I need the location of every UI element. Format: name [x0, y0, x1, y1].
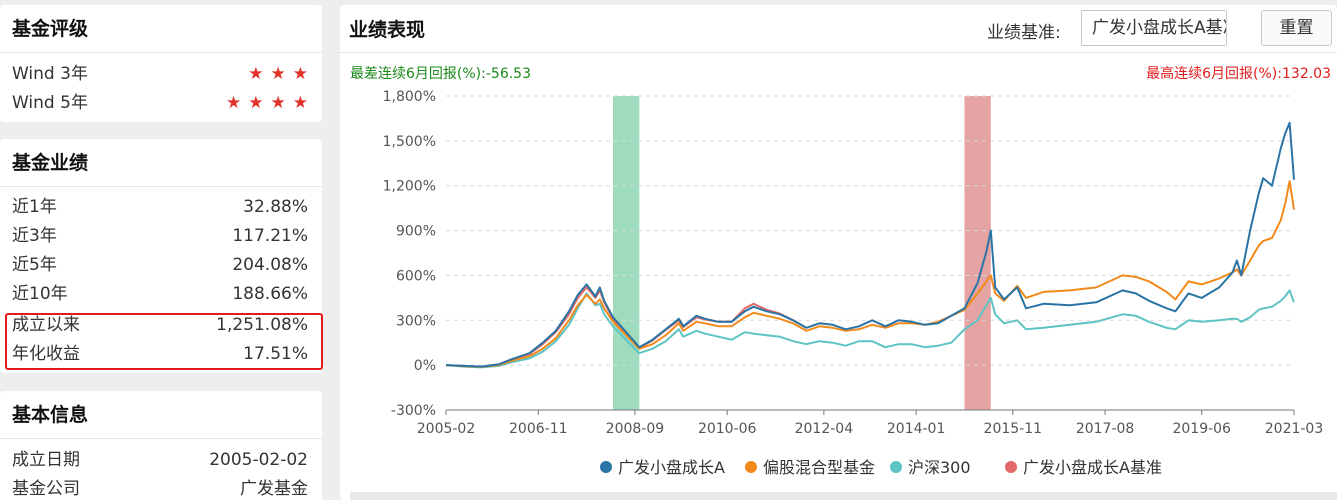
- x-tick-label: 2006-11: [509, 421, 567, 437]
- y-tick-label: 1,500%: [383, 134, 436, 150]
- x-tick-label: 2021-03: [1265, 421, 1324, 437]
- worst-6m-value: -56.53: [485, 66, 531, 82]
- performance-label: 成立以来: [12, 315, 80, 335]
- chart-panel-title: 业绩表现: [349, 19, 426, 41]
- benchmark-select[interactable]: 广发小盘成长A基准: [1081, 10, 1227, 46]
- rating-label: Wind 5年: [12, 93, 88, 113]
- highlight-box: [5, 313, 323, 370]
- header-divider: [340, 52, 1337, 53]
- y-tick-label: -300%: [391, 403, 436, 419]
- legend-marker: [1005, 461, 1017, 473]
- x-tick-label: 2012-04: [795, 421, 854, 437]
- y-tick-label: 0%: [414, 358, 436, 374]
- x-tick-label: 2017-08: [1076, 421, 1135, 437]
- performance-row: 近3年 117.21%: [12, 222, 308, 251]
- performance-row: 年化收益 17.51%: [12, 340, 308, 369]
- x-tick-label: 2008-09: [606, 421, 665, 437]
- y-tick-label: 1,200%: [383, 179, 436, 195]
- best-6m-label: 最高连续6月回报(%):: [1146, 66, 1282, 82]
- performance-chart-card: 业绩表现 业绩基准: 广发小盘成长A基准 重置 最差连续6月回报(%):-56.…: [340, 5, 1337, 500]
- best-6m-return: 最高连续6月回报(%):132.03: [1146, 63, 1331, 83]
- worst-6m-return: 最差连续6月回报(%):-56.53: [350, 63, 531, 83]
- performance-value: 117.21%: [232, 226, 308, 246]
- benchmark-label: 业绩基准:: [987, 23, 1061, 43]
- performance-value: 1,251.08%: [216, 315, 308, 335]
- series-line-hs300: [445, 289, 1295, 369]
- basic-info-title: 基本信息: [0, 391, 322, 439]
- chart-scrollbar[interactable]: [350, 492, 1337, 500]
- star-rating-icons: ★★★★: [226, 93, 315, 113]
- performance-label: 近1年: [12, 197, 57, 217]
- performance-value: 32.88%: [243, 197, 308, 217]
- performance-row: 近5年 204.08%: [12, 251, 308, 280]
- star-rating-icons: ★★★: [248, 64, 315, 84]
- performance-row: 近10年 188.66%: [12, 280, 308, 309]
- performance-row: 成立以来 1,251.08%: [12, 311, 308, 340]
- x-tick-label: 2019-06: [1172, 421, 1231, 437]
- rating-row-wind-3y: Wind 3年 ★★★: [12, 60, 308, 89]
- x-tick-label: 2010-06: [698, 421, 757, 437]
- performance-value: 188.66%: [232, 284, 308, 304]
- basic-info-label: 成立日期: [12, 450, 80, 470]
- legend-label: 偏股混合型基金: [763, 458, 875, 477]
- performance-value: 17.51%: [243, 344, 308, 364]
- basic-info-row: 成立日期 2005-02-02: [12, 446, 308, 475]
- y-tick-label: 900%: [396, 224, 436, 240]
- legend-label: 广发小盘成长A基准: [1023, 458, 1162, 477]
- y-tick-label: 1,800%: [383, 89, 436, 105]
- basic-info-value: 2005-02-02: [209, 450, 308, 470]
- fund-rating-card: 基金评级 Wind 3年 ★★★ Wind 5年 ★★★★: [0, 5, 322, 122]
- performance-line-chart[interactable]: -300% 0% 300% 600% 900% 1,200% 1,500% 1,800% 200…: [340, 5, 1337, 500]
- y-tick-label: 300%: [396, 313, 436, 329]
- performance-value: 204.08%: [232, 255, 308, 275]
- legend-marker: [745, 461, 757, 473]
- legend-marker: [890, 461, 902, 473]
- worst-6m-band: [612, 96, 640, 410]
- performance-label: 年化收益: [12, 344, 80, 364]
- series-line-fund: [445, 121, 1295, 368]
- performance-label: 近10年: [12, 284, 68, 304]
- reset-button[interactable]: 重置: [1261, 10, 1332, 46]
- legend-marker: [600, 461, 612, 473]
- y-tick-label: 600%: [396, 268, 436, 284]
- fund-performance-card: 基金业绩 近1年 32.88% 近3年 117.21% 近5年 204.08% 近10…: [0, 139, 322, 373]
- basic-info-card: 基本信息 成立日期 2005-02-02 基金公司 广发基金: [0, 391, 322, 500]
- basic-info-row: 基金公司 广发基金: [12, 475, 308, 500]
- rating-label: Wind 3年: [12, 64, 88, 84]
- fund-rating-title: 基金评级: [0, 5, 322, 53]
- basic-info-label: 基金公司: [12, 479, 80, 499]
- legend-label: 广发小盘成长A: [618, 458, 725, 477]
- x-tick-label: 2014-01: [887, 421, 946, 437]
- x-tick-label: 2005-02: [417, 421, 476, 437]
- rating-row-wind-5y: Wind 5年 ★★★★: [12, 89, 308, 118]
- performance-label: 近3年: [12, 226, 57, 246]
- best-6m-value: 132.03: [1282, 66, 1331, 82]
- legend-label: 沪深300: [908, 458, 971, 477]
- series-line-peer: [445, 180, 1295, 368]
- basic-info-value: 广发基金: [240, 479, 308, 499]
- performance-label: 近5年: [12, 255, 57, 275]
- fund-performance-title: 基金业绩: [0, 139, 322, 187]
- worst-6m-label: 最差连续6月回报(%):: [350, 66, 486, 82]
- x-tick-label: 2015-11: [984, 421, 1042, 437]
- performance-row: 近1年 32.88%: [12, 193, 308, 222]
